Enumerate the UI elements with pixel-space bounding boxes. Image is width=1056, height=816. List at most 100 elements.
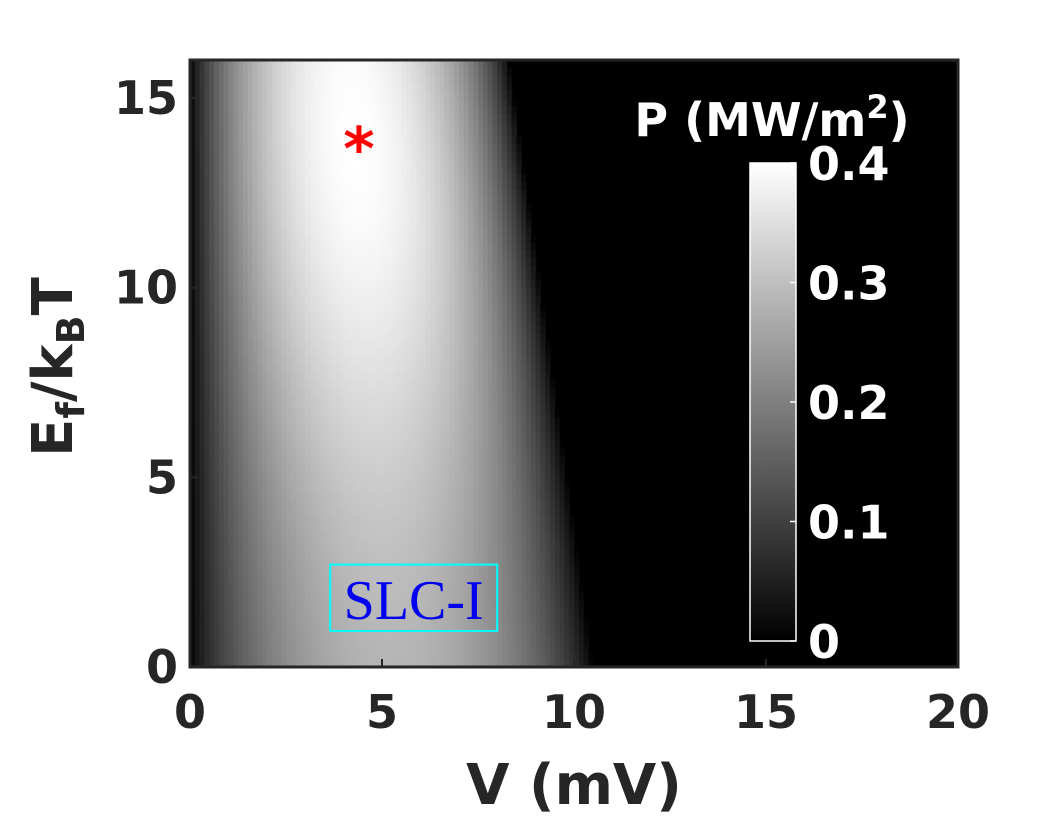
heatmap-cell [252, 477, 258, 486]
heatmap-cell [266, 393, 273, 403]
heatmap-cell [386, 424, 393, 433]
heatmap-cell [410, 644, 417, 653]
heatmap-cell [271, 629, 277, 638]
heatmap-cell [559, 507, 565, 516]
heatmap-cell [545, 522, 551, 532]
heatmap-cell [238, 280, 244, 289]
heatmap-cell [391, 173, 397, 182]
heatmap-cell [305, 348, 311, 357]
heatmap-cell [223, 446, 229, 456]
heatmap-cell [506, 363, 513, 372]
heatmap-cell [382, 181, 388, 190]
heatmap-cell [526, 401, 532, 410]
heatmap-cell [271, 188, 277, 198]
heatmap-cell [257, 340, 263, 349]
heatmap-cell [214, 371, 220, 380]
heatmap-cell [319, 333, 325, 342]
heatmap-cell [401, 211, 407, 220]
heatmap-cell [209, 439, 215, 448]
heatmap-cell [463, 226, 469, 236]
heatmap-cell [252, 226, 258, 236]
heatmap-cell [247, 484, 253, 494]
heatmap-cell [463, 386, 469, 395]
heatmap-cell [391, 545, 397, 554]
heatmap-cell [233, 257, 239, 266]
heatmap-cell [319, 591, 325, 600]
heatmap-cell [434, 507, 441, 516]
heatmap-cell [478, 257, 484, 266]
heatmap-cell [583, 651, 589, 661]
heatmap-cell [218, 492, 225, 501]
heatmap-cell [271, 484, 277, 494]
heatmap-cell [194, 295, 201, 304]
heatmap-cell [329, 469, 335, 478]
heatmap-cell [382, 545, 388, 554]
heatmap-cell [535, 583, 541, 592]
heatmap-cell [382, 424, 388, 433]
heatmap-cell [449, 280, 455, 289]
heatmap-cell [449, 264, 455, 274]
heatmap-cell [367, 264, 373, 274]
heatmap-cell [194, 378, 201, 387]
heatmap-cell [382, 568, 388, 577]
heatmap-cell [430, 598, 436, 607]
heatmap-cell [521, 340, 527, 349]
heatmap-cell [535, 454, 541, 463]
heatmap-cell [439, 204, 445, 213]
heatmap-cell [324, 659, 330, 667]
heatmap-cell [425, 317, 431, 327]
heatmap-cell [324, 545, 330, 554]
heatmap-cell [487, 538, 493, 547]
heatmap-cell [463, 196, 469, 205]
heatmap-cell [228, 568, 234, 577]
heatmap-cell [324, 522, 330, 532]
heatmap-cell [439, 211, 445, 220]
heatmap-cell [324, 583, 330, 592]
heatmap-cell [252, 280, 258, 289]
heatmap-cell [276, 173, 282, 182]
heatmap-cell [228, 317, 234, 327]
heatmap-cell [194, 401, 201, 410]
heatmap-cell [252, 272, 258, 281]
heatmap-cell [199, 575, 205, 585]
heatmap-cell [401, 181, 407, 190]
heatmap-cell [492, 522, 498, 532]
heatmap-cell [463, 492, 469, 501]
heatmap-cell [367, 257, 373, 266]
heatmap-cell [478, 659, 484, 667]
heatmap-cell [526, 575, 532, 585]
heatmap-cell [295, 173, 301, 182]
heatmap-cell [353, 264, 359, 274]
heatmap-cell [386, 583, 393, 592]
heatmap-cell [338, 424, 345, 433]
heatmap-cell [214, 484, 220, 494]
heatmap-cell [343, 188, 349, 198]
heatmap-cell [242, 378, 249, 387]
heatmap-cell [377, 272, 383, 281]
heatmap-cell [430, 522, 436, 532]
heatmap-cell [314, 280, 321, 289]
heatmap-cell [334, 378, 340, 387]
heatmap-cell [262, 613, 268, 623]
heatmap-cell [583, 629, 589, 638]
heatmap-cell [281, 598, 287, 607]
heatmap-cell [425, 629, 431, 638]
heatmap-cell [473, 484, 479, 494]
heatmap-cell [348, 431, 354, 440]
heatmap-cell [257, 416, 263, 425]
heatmap-cell [439, 613, 445, 623]
heatmap-cell [492, 264, 498, 274]
heatmap-cell [473, 363, 479, 372]
heatmap-cell [415, 477, 421, 486]
heatmap-cell [449, 507, 455, 516]
heatmap-cell [554, 538, 561, 547]
heatmap-cell [190, 272, 196, 281]
heatmap-cell [516, 325, 522, 334]
heatmap-cell [540, 591, 546, 600]
heatmap-cell [439, 295, 445, 304]
heatmap-cell [401, 591, 407, 600]
heatmap-cell [209, 621, 215, 630]
heatmap-cell [190, 378, 196, 387]
heatmap-cell [492, 500, 498, 509]
heatmap-cell [218, 560, 225, 569]
